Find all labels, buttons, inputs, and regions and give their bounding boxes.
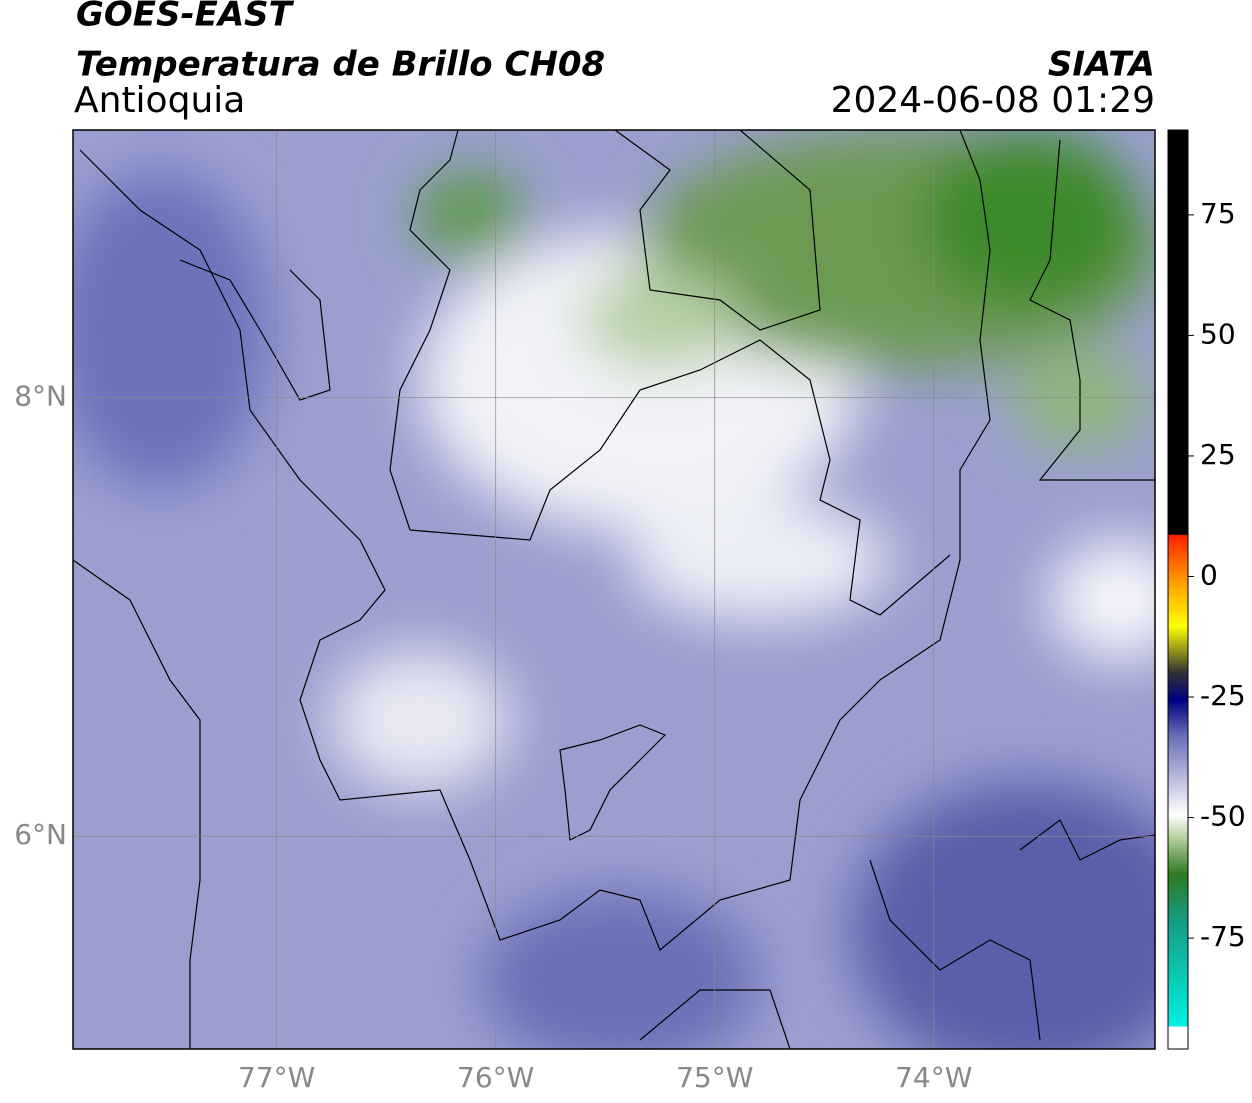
lon-tick-label: 74°W (895, 1061, 972, 1094)
title: GOES-EAST (76, 0, 295, 35)
colorbar (1167, 129, 1189, 1050)
colorbar-tick-label: 25 (1200, 438, 1236, 471)
subtitle: Temperatura de Brillo CH08 (76, 45, 605, 85)
lon-tick-label: 75°W (676, 1061, 753, 1094)
lat-tick-label: 8°N (14, 380, 67, 413)
source: SIATA (1048, 45, 1155, 85)
brightness-field (73, 130, 1155, 1049)
lon-tick-label: 77°W (238, 1061, 315, 1094)
map-frame (72, 129, 1156, 1050)
colorbar-tick-label: -50 (1200, 800, 1246, 833)
region: Antioquia (74, 80, 245, 121)
lon-tick-label: 76°W (457, 1061, 534, 1094)
colorbar-tick-label: 50 (1200, 317, 1236, 350)
datetime: 2024-06-08 01:29 (831, 80, 1155, 121)
colorbar-tick-label: 75 (1200, 197, 1236, 230)
lat-tick-label: 6°N (14, 818, 67, 851)
colorbar-tick-label: 0 (1200, 558, 1218, 591)
graticule (73, 130, 1155, 1049)
colorbar-tick-label: -25 (1200, 679, 1246, 712)
colorbar-tick-label: -75 (1200, 920, 1246, 953)
